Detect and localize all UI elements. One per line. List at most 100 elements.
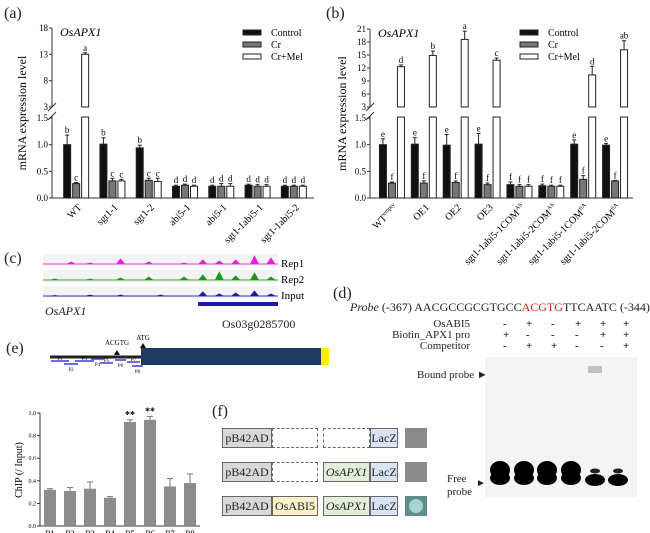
bar-control <box>602 144 611 199</box>
x-tick-label: P4 <box>105 529 115 533</box>
significance-letter: b <box>431 41 436 51</box>
free-probe-band <box>490 471 510 485</box>
y-axis-label: mRNA expression level <box>335 56 349 171</box>
blue-colony-icon <box>409 499 423 513</box>
bar-cr-mel <box>226 185 235 199</box>
bar-cr-mel <box>620 49 629 108</box>
bar-control <box>172 185 180 199</box>
free-probe-band <box>590 468 600 474</box>
significance-letter: e <box>413 128 417 138</box>
significance-letter: c <box>110 168 114 178</box>
colony-result-negative <box>405 428 427 448</box>
utr-block <box>321 348 329 365</box>
chart-e-chip: 0.0 0.2 0.4 0.6 0.8 1.0 ChIP (/ Input) P1 P2 P3 P4… <box>14 406 200 533</box>
significance-letter: d <box>246 174 251 184</box>
emsa-row-label: OsABI5 <box>433 318 470 330</box>
y-tick-label: 21 <box>357 24 366 34</box>
y-tick-label: 9 <box>362 76 367 86</box>
legend-swatch <box>519 53 539 60</box>
bar-control <box>378 144 387 199</box>
significance-letter: d <box>219 174 224 184</box>
legend-swatch <box>242 53 262 60</box>
bar <box>124 422 136 526</box>
significance-letter: d <box>264 175 269 185</box>
significance-letter: d <box>292 175 297 185</box>
significance-letter: e <box>381 129 385 139</box>
panel-label-a: (a) <box>4 5 22 22</box>
y-tick-label: 1.5 <box>37 113 49 123</box>
probe-start: (-367) <box>381 300 412 314</box>
x-tick-label: sgt1-1abi5-2 <box>258 202 302 246</box>
bar-cr <box>547 185 556 199</box>
significance-letter: d <box>183 174 188 184</box>
bound-probe-label: Bound probe ► <box>417 369 488 381</box>
emsa-condition-sign: - <box>503 318 507 330</box>
bar-cr-mel <box>396 116 405 199</box>
fragment-label: P3 <box>82 357 88 362</box>
significance-letter: d <box>590 56 595 66</box>
emsa-condition-sign: - <box>575 340 579 352</box>
bar-cr-mel <box>588 116 597 199</box>
x-label-main: OE3 <box>475 202 496 223</box>
free-probe-band <box>514 471 534 485</box>
emsa-condition-table: OsABI5- + - + + + Biotin_APX1 pro + - - - + + Competi… <box>330 318 650 368</box>
bar-cr-mel <box>492 59 501 108</box>
bar-cr <box>181 184 189 199</box>
bar-cr <box>579 178 588 199</box>
free-probe-band <box>537 471 557 485</box>
significance-letter: f <box>582 166 585 176</box>
bar <box>184 483 196 526</box>
legend-label: Control <box>548 28 579 39</box>
significance-letter: f <box>614 170 617 180</box>
significance-letter: f <box>390 172 393 182</box>
legend-label: Cr+Mel <box>548 52 580 63</box>
y-tick-label: 3 <box>44 102 49 112</box>
bar-cr <box>483 184 492 199</box>
bar-cr-mel <box>428 116 437 199</box>
bar-control <box>99 143 108 199</box>
x-tick-label: P7 <box>165 529 175 533</box>
significance-letter: a <box>463 21 467 31</box>
significance-letter: b <box>101 128 106 138</box>
legend-label: Cr+Mel <box>271 52 303 63</box>
free-probe-text-2: probe <box>447 486 473 498</box>
reporter-box: LacZ <box>370 462 398 482</box>
bar-cr-mel <box>262 185 271 199</box>
gel-bands <box>490 366 628 486</box>
y-tick-label: 0.2 <box>29 501 37 507</box>
significance-letter: ab <box>620 31 629 41</box>
significance-letter: c <box>119 169 123 179</box>
free-probe-text-1: Free <box>447 473 467 485</box>
y-tick-label: 0.0 <box>37 193 49 203</box>
y-tick-label: 1.0 <box>29 411 37 417</box>
emsa-condition-sign: + <box>575 318 582 330</box>
panel-label-f: (f) <box>212 403 228 420</box>
emsa-condition-sign: + <box>526 340 533 352</box>
bar-control <box>135 147 144 199</box>
emsa-condition-sign: + <box>600 329 607 341</box>
x-tick-label: P3 <box>85 529 95 533</box>
emsa-condition-sign: + <box>623 329 630 341</box>
significance-letter: d <box>283 175 288 185</box>
x-tick-label: P2 <box>65 529 75 533</box>
emsa-condition-sign: - <box>600 340 604 352</box>
bar-cr-mel <box>460 116 469 199</box>
x-label-sup: SA <box>578 202 588 212</box>
bar-cr-mel <box>81 116 90 199</box>
significance-letter: f <box>486 173 489 183</box>
significance-letter: f <box>527 175 530 185</box>
y-tick-label: 8 <box>44 76 49 86</box>
ad-domain-box: pB42AD <box>222 462 272 482</box>
cds-block <box>141 348 321 365</box>
track-label: Rep1 <box>281 258 304 270</box>
arrow-right-icon: ► <box>476 369 488 381</box>
bar-cr-mel <box>153 180 162 199</box>
track-label: Rep2 <box>281 274 304 286</box>
x-tick-label: OE1 <box>411 202 432 223</box>
track-label: Input <box>281 290 304 302</box>
bar-control <box>244 184 253 199</box>
significance-letter: d <box>210 175 215 185</box>
chart-title: OsAPX1 <box>60 25 101 39</box>
fragment-label: P4 <box>95 363 101 368</box>
bar-cr-mel <box>460 38 469 108</box>
